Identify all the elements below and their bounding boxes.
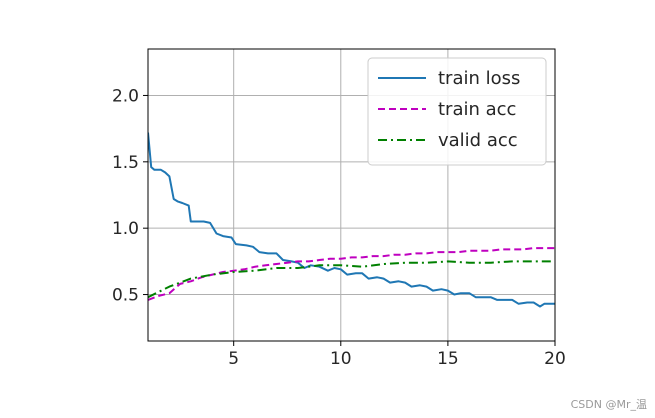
plot-frame — [147, 48, 556, 342]
legend: train loss train acc valid acc — [367, 57, 547, 166]
legend-label-valid-acc: valid acc — [438, 130, 518, 151]
series-layer — [148, 132, 555, 308]
y-tick-label: 1.5 — [112, 153, 139, 173]
y-tick-label: 1.0 — [112, 219, 139, 239]
axes-layer: 5 10 15 20 0.5 1.0 1.5 2.0 — [112, 86, 566, 369]
series-line-train-acc — [148, 247, 555, 301]
x-tick-label: 20 — [544, 349, 566, 369]
series-line-valid-acc — [148, 260, 555, 299]
legend-label-train-loss: train loss — [438, 68, 520, 89]
legend-box — [367, 57, 547, 166]
x-tick-label: 5 — [228, 349, 239, 369]
x-tick-label: 10 — [330, 349, 352, 369]
y-tick-label: 2.0 — [112, 86, 139, 106]
y-tick-label: 0.5 — [112, 286, 139, 306]
series-line-train-loss — [148, 132, 555, 308]
x-tick-label: 15 — [437, 349, 459, 369]
watermark-text: CSDN @Mr_温 — [570, 398, 647, 411]
legend-label-train-acc: train acc — [438, 99, 516, 120]
